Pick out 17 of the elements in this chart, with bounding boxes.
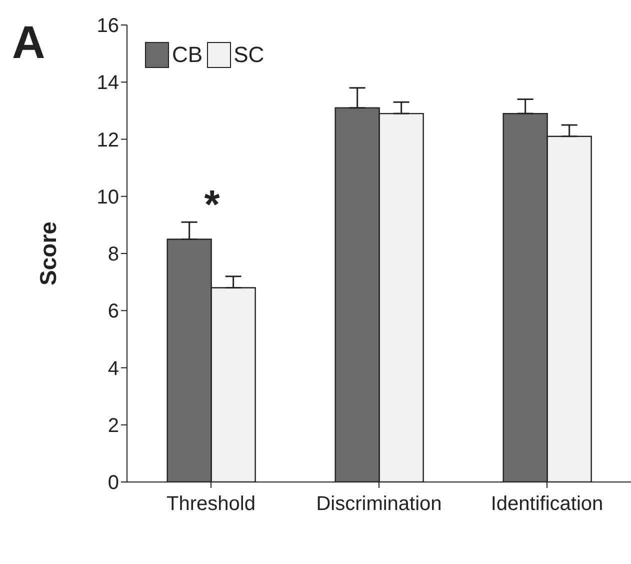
y-tick-label: 8: [108, 244, 119, 266]
y-tick-label: 12: [96, 129, 119, 152]
y-tick-label: 6: [108, 300, 119, 323]
x-tick-label: Threshold: [166, 493, 256, 516]
x-tick-label: Identification: [490, 493, 604, 516]
y-tick-label: 16: [96, 15, 119, 38]
text: A: [12, 16, 46, 68]
annotation: *: [204, 183, 220, 227]
legend-label: SC: [234, 42, 264, 68]
y-tick-label: 10: [96, 186, 119, 208]
y-tick-label: 4: [108, 358, 119, 380]
y-tick-label: 0: [108, 472, 119, 494]
y-tick-label: 2: [108, 414, 119, 437]
y-tick-label: 14: [96, 72, 119, 94]
y-axis-title: Score: [35, 222, 62, 286]
x-tick-label: Discrimination: [316, 493, 442, 516]
legend-label: CB: [172, 42, 203, 68]
